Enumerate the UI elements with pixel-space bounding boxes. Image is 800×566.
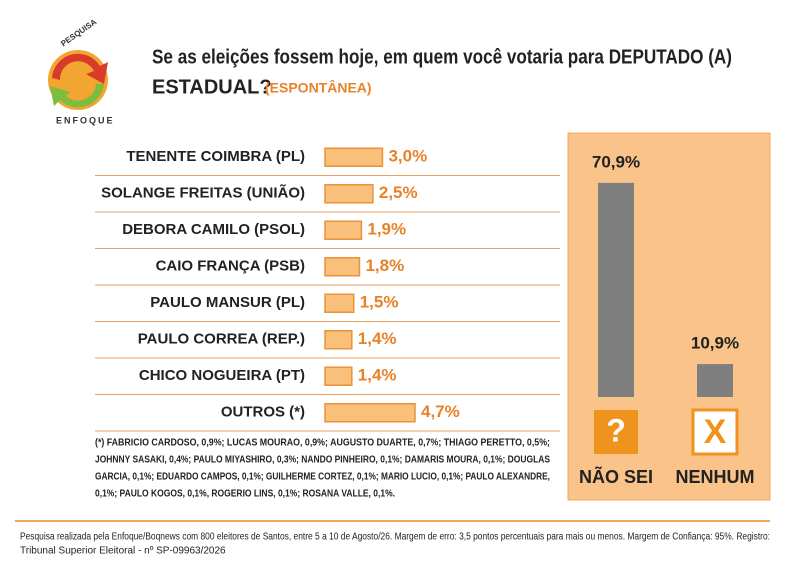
bar (324, 366, 353, 386)
value-label: 70,9% (592, 152, 640, 171)
icon: ? (606, 412, 626, 448)
bar (324, 147, 384, 167)
category-label: TENENTE COIMBRA (PL) (126, 148, 305, 165)
footnote: JOHNNY SASAKI, 0,4%; PAULO MIYASHIRO, 0,… (95, 455, 550, 466)
value-label: 10,9% (691, 334, 739, 353)
footnote: 0,1%; PAULO KOGOS, 0,1%, ROGERIO LINS, 0… (95, 489, 395, 500)
value-label: 3,0% (388, 147, 427, 166)
category-label: PAULO CORREA (REP.) (138, 331, 305, 348)
logo-text: ENFOQUE (56, 115, 115, 125)
bar (697, 364, 733, 397)
bar (324, 220, 363, 240)
category-label: OUTROS (*) (221, 404, 305, 421)
value-label: 2,5% (379, 183, 418, 202)
category-label: CAIO FRANÇA (PSB) (156, 258, 305, 275)
value-label: 1,8% (365, 256, 404, 275)
logo: PESQUISA ENFOQUE (48, 17, 115, 125)
bar (324, 184, 374, 204)
icon-box (594, 410, 638, 454)
subtitle: (ESPONTÂNEA) (265, 79, 372, 96)
footnote: GARCIA, 0,1%; EDUARDO CAMPOS, 0,1%; GUIL… (95, 472, 550, 483)
category-label: DEBORA CAMILO (PSOL) (122, 221, 305, 238)
source: Tribunal Superior Eleitoral - nº SP-0996… (20, 546, 226, 557)
value-label: 4,7% (421, 402, 460, 421)
bar (324, 257, 361, 277)
title: Se as eleições fossem hoje, em quem você… (152, 46, 732, 68)
category-label: PAULO MANSUR (PL) (150, 294, 305, 311)
value-label: 1,4% (358, 329, 397, 348)
category-label: NENHUM (676, 467, 755, 487)
source: Pesquisa realizada pela Enfoque/Boqnews … (20, 532, 770, 543)
bar (598, 182, 634, 397)
footnote: (*) FABRICIO CARDOSO, 0,9%; LUCAS MOURAO… (95, 438, 550, 449)
bar (324, 330, 353, 350)
title: ESTADUAL? (152, 76, 272, 98)
icon-box (691, 408, 739, 456)
category-label: SOLANGE FREITAS (UNIÃO) (101, 184, 305, 202)
icon: X (704, 413, 727, 451)
value-label: 1,5% (360, 293, 399, 312)
bar (324, 403, 416, 423)
logo-arrow (50, 84, 104, 108)
value-label: 1,9% (367, 220, 406, 239)
category-label: CHICO NOGUEIRA (PT) (139, 367, 305, 384)
logo-arrow (52, 53, 108, 84)
category-label: NÃO SEI (579, 466, 653, 487)
bar (324, 293, 355, 313)
value-label: 1,4% (358, 366, 397, 385)
